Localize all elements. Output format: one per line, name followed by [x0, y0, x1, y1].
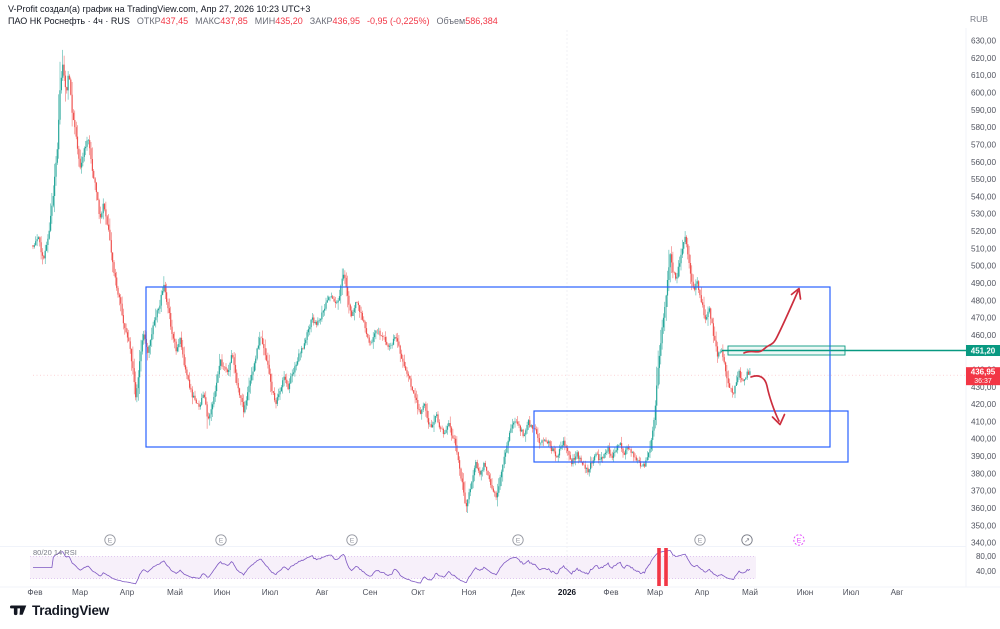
- attribution-text: V-Profit создал(а) график на TradingView…: [8, 4, 311, 14]
- price-tick-label: 630,00: [971, 37, 996, 46]
- bar-countdown: 36:37: [974, 378, 992, 385]
- dividend-marker[interactable]: ↗: [741, 534, 753, 546]
- event-markers: E E E E E ↗ E: [104, 534, 805, 546]
- price-tick-label: 430,00: [971, 383, 996, 392]
- earnings-marker[interactable]: E: [694, 534, 706, 546]
- price-tick-label: 590,00: [971, 106, 996, 115]
- time-tick-label: Апр: [695, 588, 710, 597]
- price-tick-label: 560,00: [971, 158, 996, 167]
- rsi-indicator-label[interactable]: 80/20 14 RSI: [33, 548, 77, 557]
- price-tick-label: 400,00: [971, 435, 996, 444]
- price-tick-label: 350,00: [971, 521, 996, 530]
- projection-arrow-down[interactable]: [750, 375, 786, 426]
- time-tick-label: Июн: [214, 588, 231, 597]
- time-tick-label: Июл: [843, 588, 860, 597]
- time-tick-label: Дек: [511, 588, 525, 597]
- price-tick-label: 470,00: [971, 314, 996, 323]
- arrow-head-icon: [771, 413, 786, 426]
- upcoming-earnings-marker[interactable]: E: [793, 534, 805, 546]
- highlight-bar[interactable]: [664, 548, 668, 586]
- time-tick-label: Июн: [797, 588, 814, 597]
- volume: Объем586,384: [436, 16, 498, 26]
- price-tick-label: 500,00: [971, 262, 996, 271]
- time-axis[interactable]: Фев Мар Апр Май Июн Июл Авг Сен Окт Ноя Дек 2026 Фев…: [27, 588, 903, 597]
- svg-text:E: E: [108, 538, 113, 545]
- svg-text:E: E: [350, 538, 355, 545]
- price-tick-label: 510,00: [971, 244, 996, 253]
- price-axis[interactable]: 630,00 620,00 610,00 600,00 590,00 580,00 570,…: [971, 37, 996, 548]
- svg-text:E: E: [219, 538, 224, 545]
- time-tick-label: Июл: [262, 588, 279, 597]
- price-tick-label: 360,00: [971, 504, 996, 513]
- time-tick-label: Ноя: [462, 588, 477, 597]
- price-tick-label: 480,00: [971, 296, 996, 305]
- time-tick-label: Фев: [27, 588, 42, 597]
- earnings-marker[interactable]: E: [512, 534, 524, 546]
- price-tick-label: 550,00: [971, 175, 996, 184]
- ohlc-open: ОТКР437,45: [136, 16, 189, 26]
- svg-text:E: E: [516, 538, 521, 545]
- tradingview-logo[interactable]: TradingView: [10, 602, 109, 619]
- price-tick-label: 420,00: [971, 400, 996, 409]
- symbol-legend[interactable]: ПАО НК Роснефть · 4ч · RUS ОТКР437,45 МА…: [8, 16, 498, 26]
- ohlc-high: МАКС437,85: [195, 16, 248, 26]
- time-tick-label: Апр: [120, 588, 135, 597]
- arrow-head-icon: [790, 287, 802, 300]
- time-tick-label: Фев: [603, 588, 618, 597]
- price-tick-label: 520,00: [971, 227, 996, 236]
- rsi-pane: 80,00 40,00: [30, 548, 997, 586]
- svg-text:451,20: 451,20: [971, 346, 996, 355]
- time-tick-label: Май: [167, 588, 183, 597]
- svg-text:↗: ↗: [744, 538, 750, 545]
- trend-rectangle[interactable]: [145, 286, 831, 448]
- time-tick-label: 2026: [558, 588, 577, 597]
- trend-rectangle[interactable]: [533, 410, 849, 463]
- earnings-marker[interactable]: E: [215, 534, 227, 546]
- time-tick-label: Авг: [316, 588, 329, 597]
- svg-text:E: E: [797, 538, 802, 545]
- svg-text:E: E: [698, 538, 703, 545]
- price-tick-label: 600,00: [971, 89, 996, 98]
- rsi-tick-label: 40,00: [976, 567, 997, 576]
- time-tick-label: Сен: [363, 588, 378, 597]
- price-tick-label: 610,00: [971, 71, 996, 80]
- candlesticks: [32, 49, 751, 513]
- price-tick-label: 340,00: [971, 539, 996, 548]
- symbol-title[interactable]: ПАО НК Роснефть · 4ч · RUS: [8, 16, 130, 26]
- time-tick-label: Окт: [411, 588, 425, 597]
- projection-arrow-up[interactable]: [743, 287, 802, 354]
- resistance-price-label: 451,20: [966, 345, 1000, 357]
- price-tick-label: 620,00: [971, 54, 996, 63]
- rsi-line: [33, 550, 751, 585]
- price-change: -0,95 (-0,225%): [367, 16, 430, 26]
- rsi-tick-label: 80,00: [976, 552, 997, 561]
- earnings-marker[interactable]: E: [104, 534, 116, 546]
- time-tick-label: Май: [742, 588, 758, 597]
- earnings-marker[interactable]: E: [346, 534, 358, 546]
- price-tick-label: 390,00: [971, 452, 996, 461]
- price-tick-label: 580,00: [971, 123, 996, 132]
- price-tick-label: 460,00: [971, 331, 996, 340]
- price-tick-label: 380,00: [971, 469, 996, 478]
- tradingview-logo-text: TradingView: [32, 603, 110, 618]
- ohlc-close: ЗАКР436,95: [309, 16, 361, 26]
- price-tick-label: 410,00: [971, 417, 996, 426]
- currency-label: RUB: [970, 14, 988, 24]
- highlight-bar[interactable]: [657, 548, 661, 586]
- time-tick-label: Мар: [647, 588, 663, 597]
- price-tick-label: 490,00: [971, 279, 996, 288]
- price-tick-label: 530,00: [971, 210, 996, 219]
- tradingview-logo-icon: [10, 602, 27, 619]
- price-tick-label: 540,00: [971, 192, 996, 201]
- svg-text:436,95: 436,95: [971, 368, 996, 377]
- time-tick-label: Авг: [891, 588, 904, 597]
- ohlc-low: МИН435,20: [254, 16, 303, 26]
- price-tick-label: 370,00: [971, 487, 996, 496]
- price-tick-label: 570,00: [971, 140, 996, 149]
- time-tick-label: Мар: [72, 588, 88, 597]
